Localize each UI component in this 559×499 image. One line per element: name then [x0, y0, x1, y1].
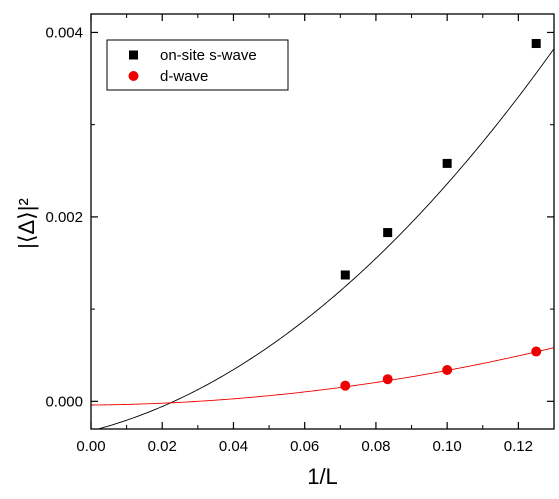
data-points — [340, 39, 542, 391]
legend: on-site s-wave d-wave — [106, 39, 289, 91]
fit-line-s-wave — [96, 48, 554, 429]
data-point-s-wave — [340, 270, 350, 280]
data-point-d-wave — [531, 346, 542, 357]
x-tick-label: 0.12 — [504, 438, 533, 455]
data-point-s-wave — [383, 228, 393, 238]
data-point-s-wave — [442, 158, 452, 168]
data-point-s-wave — [531, 39, 541, 49]
data-point-d-wave — [340, 380, 351, 391]
plot-frame — [90, 13, 555, 430]
tick-labels: 0.00 0.02 0.04 0.06 0.08 0.10 0.12 0.000 0.002 0.… — [45, 24, 533, 455]
y-tick-label: 0.002 — [45, 209, 83, 226]
data-point-d-wave — [382, 374, 393, 385]
x-tick-label: 0.08 — [361, 438, 390, 455]
y-tick-label: 0.004 — [45, 24, 83, 41]
y-tick-label: 0.000 — [45, 393, 83, 410]
legend-label: on-site s-wave — [160, 47, 257, 64]
y-axis-title: |⟨Δ⟩|² — [14, 198, 39, 249]
legend-box — [106, 39, 289, 91]
x-tick-label: 0.04 — [219, 438, 248, 455]
x-tick-label: 0.00 — [76, 438, 105, 455]
legend-label: d-wave — [160, 68, 208, 85]
axis-ticks — [90, 14, 554, 429]
legend-marker-circle — [128, 71, 139, 81]
data-point-d-wave — [442, 364, 453, 375]
fit-lines — [91, 48, 554, 429]
x-axis-title: 1/L — [307, 464, 338, 489]
x-tick-label: 0.06 — [290, 438, 319, 455]
x-tick-label: 0.10 — [433, 438, 462, 455]
fit-line-d-wave — [91, 347, 554, 406]
x-tick-label: 0.02 — [148, 438, 177, 455]
legend-marker-square — [129, 50, 138, 60]
